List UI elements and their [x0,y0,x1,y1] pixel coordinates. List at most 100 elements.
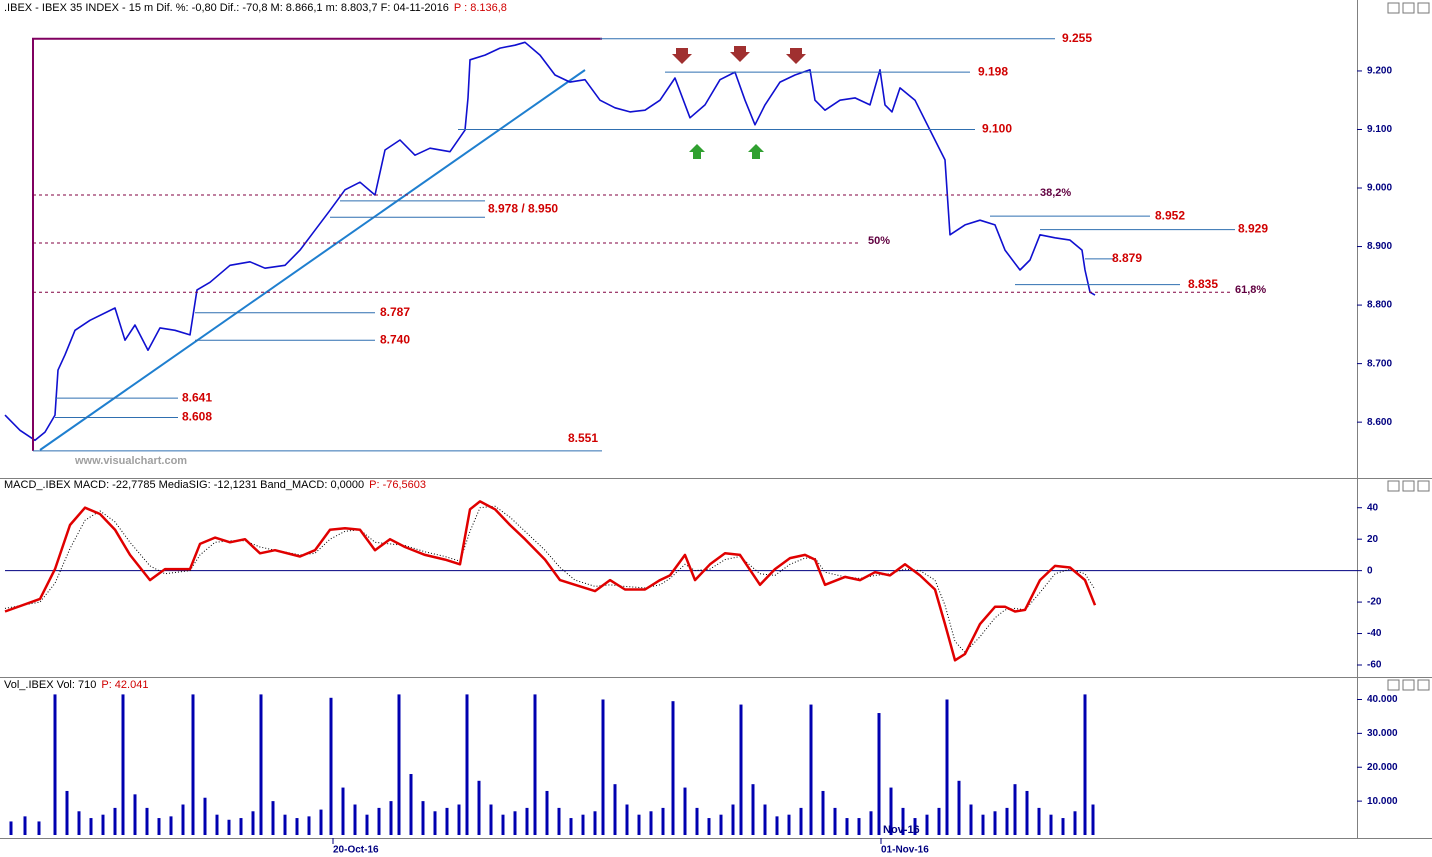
resistance-arrows [672,46,806,64]
axis-annotation: Nov-16 [883,824,920,836]
fib-label: 38,2% [1040,187,1071,199]
level-label: 8.641 [182,390,212,404]
volume-bar [1013,784,1017,835]
volume-bar [901,807,905,835]
y-tick-label: 9.200 [1367,66,1392,77]
volume-bar [719,814,723,835]
volume-bar [319,809,323,835]
level-label: 8.978 / 8.950 [488,201,558,215]
y-tick-label: 20.000 [1367,762,1398,773]
volume-bar [877,713,881,835]
volume-bar [215,814,219,835]
volume-bar [397,694,401,835]
volume-bar [787,814,791,835]
minimize-button[interactable] [1387,2,1400,14]
trend-line [39,69,586,451]
maximize-button[interactable] [1402,2,1415,14]
volume-bar [445,807,449,835]
y-tick-label: 40 [1367,502,1379,513]
level-label: 8.879 [1112,251,1142,265]
maximize-button[interactable] [1402,679,1415,691]
volume-bar [581,814,585,835]
y-tick-label: -40 [1367,628,1382,639]
volume-bar [739,704,743,835]
volume-bar [477,780,481,835]
panel-header: MACD_.IBEX MACD: -22,7785 MediaSIG: -12,… [4,479,364,491]
volume-bar [809,704,813,835]
y-tick-label: 0 [1367,565,1373,576]
minimize-button[interactable] [1387,480,1400,492]
volume-bar [409,774,413,835]
close-button[interactable] [1417,480,1430,492]
volume-bar [731,804,735,835]
volume-bar [37,821,41,835]
y-tick-label: 8.700 [1367,358,1392,369]
support-arrows [689,144,764,159]
minimize-button[interactable] [1387,679,1400,691]
volume-bar [649,811,653,835]
volume-bar [625,804,629,835]
down-arrow [730,46,750,62]
volume-bar [365,814,369,835]
close-button[interactable] [1417,2,1430,14]
y-tick-label: 8.600 [1367,417,1392,428]
volume-bar [695,807,699,835]
volume-bar [65,790,69,835]
volume-bar [133,794,137,835]
close-button[interactable] [1417,679,1430,691]
volume-bar [181,804,185,835]
volume-bar [457,804,461,835]
level-label: 9.100 [982,122,1012,136]
y-tick-label: 8.800 [1367,300,1392,311]
down-arrow [786,48,806,64]
volume-bar [53,694,57,835]
level-label: 8.835 [1188,277,1218,291]
volume-bar [637,814,641,835]
volume-bar [295,818,299,835]
volume-bar [465,694,469,835]
volume-bar [857,818,861,835]
level-label: 8.952 [1155,208,1185,222]
panel-header: Vol_.IBEX Vol: 710 [4,679,96,691]
volume-bar [799,807,803,835]
volume-bar [169,816,173,835]
level-label: 8.608 [182,410,212,424]
volume-bar [1005,807,1009,835]
macd-line [4,500,1097,662]
volume-bar [707,818,711,835]
volume-bar [1037,807,1041,835]
x-tick-label: 20-Oct-16 [333,845,379,856]
volume-bar [239,818,243,835]
volume-bar [271,801,275,835]
volume-bar [557,807,561,835]
up-arrow [748,144,764,159]
volume-bar [869,811,873,835]
maximize-button[interactable] [1402,480,1415,492]
volume-bar [307,816,311,835]
panel-header-price: P: -76,5603 [369,479,426,491]
price-line [4,41,1096,442]
volume-bar [1083,694,1087,835]
volume-bar [283,814,287,835]
y-tick-label: 10.000 [1367,796,1398,807]
y-tick-label: 20 [1367,534,1379,545]
volume-bar [89,818,93,835]
level-label: 8.740 [380,332,410,346]
volume-bar [1049,814,1053,835]
volume-bar [993,811,997,835]
volume-bar [613,784,617,835]
panel-header-price: P: 42.041 [101,679,148,691]
volume-bar [341,787,345,835]
volume-bar [145,807,149,835]
level-label: 9.255 [1062,31,1092,45]
volume-bar [191,694,195,835]
volume-bar [1073,811,1077,835]
volume-bar [545,790,549,835]
volume-bar [77,811,81,835]
volume-bar [9,821,13,835]
volume-bar [389,801,393,835]
volume-bar [821,790,825,835]
volume-bar [671,701,675,835]
